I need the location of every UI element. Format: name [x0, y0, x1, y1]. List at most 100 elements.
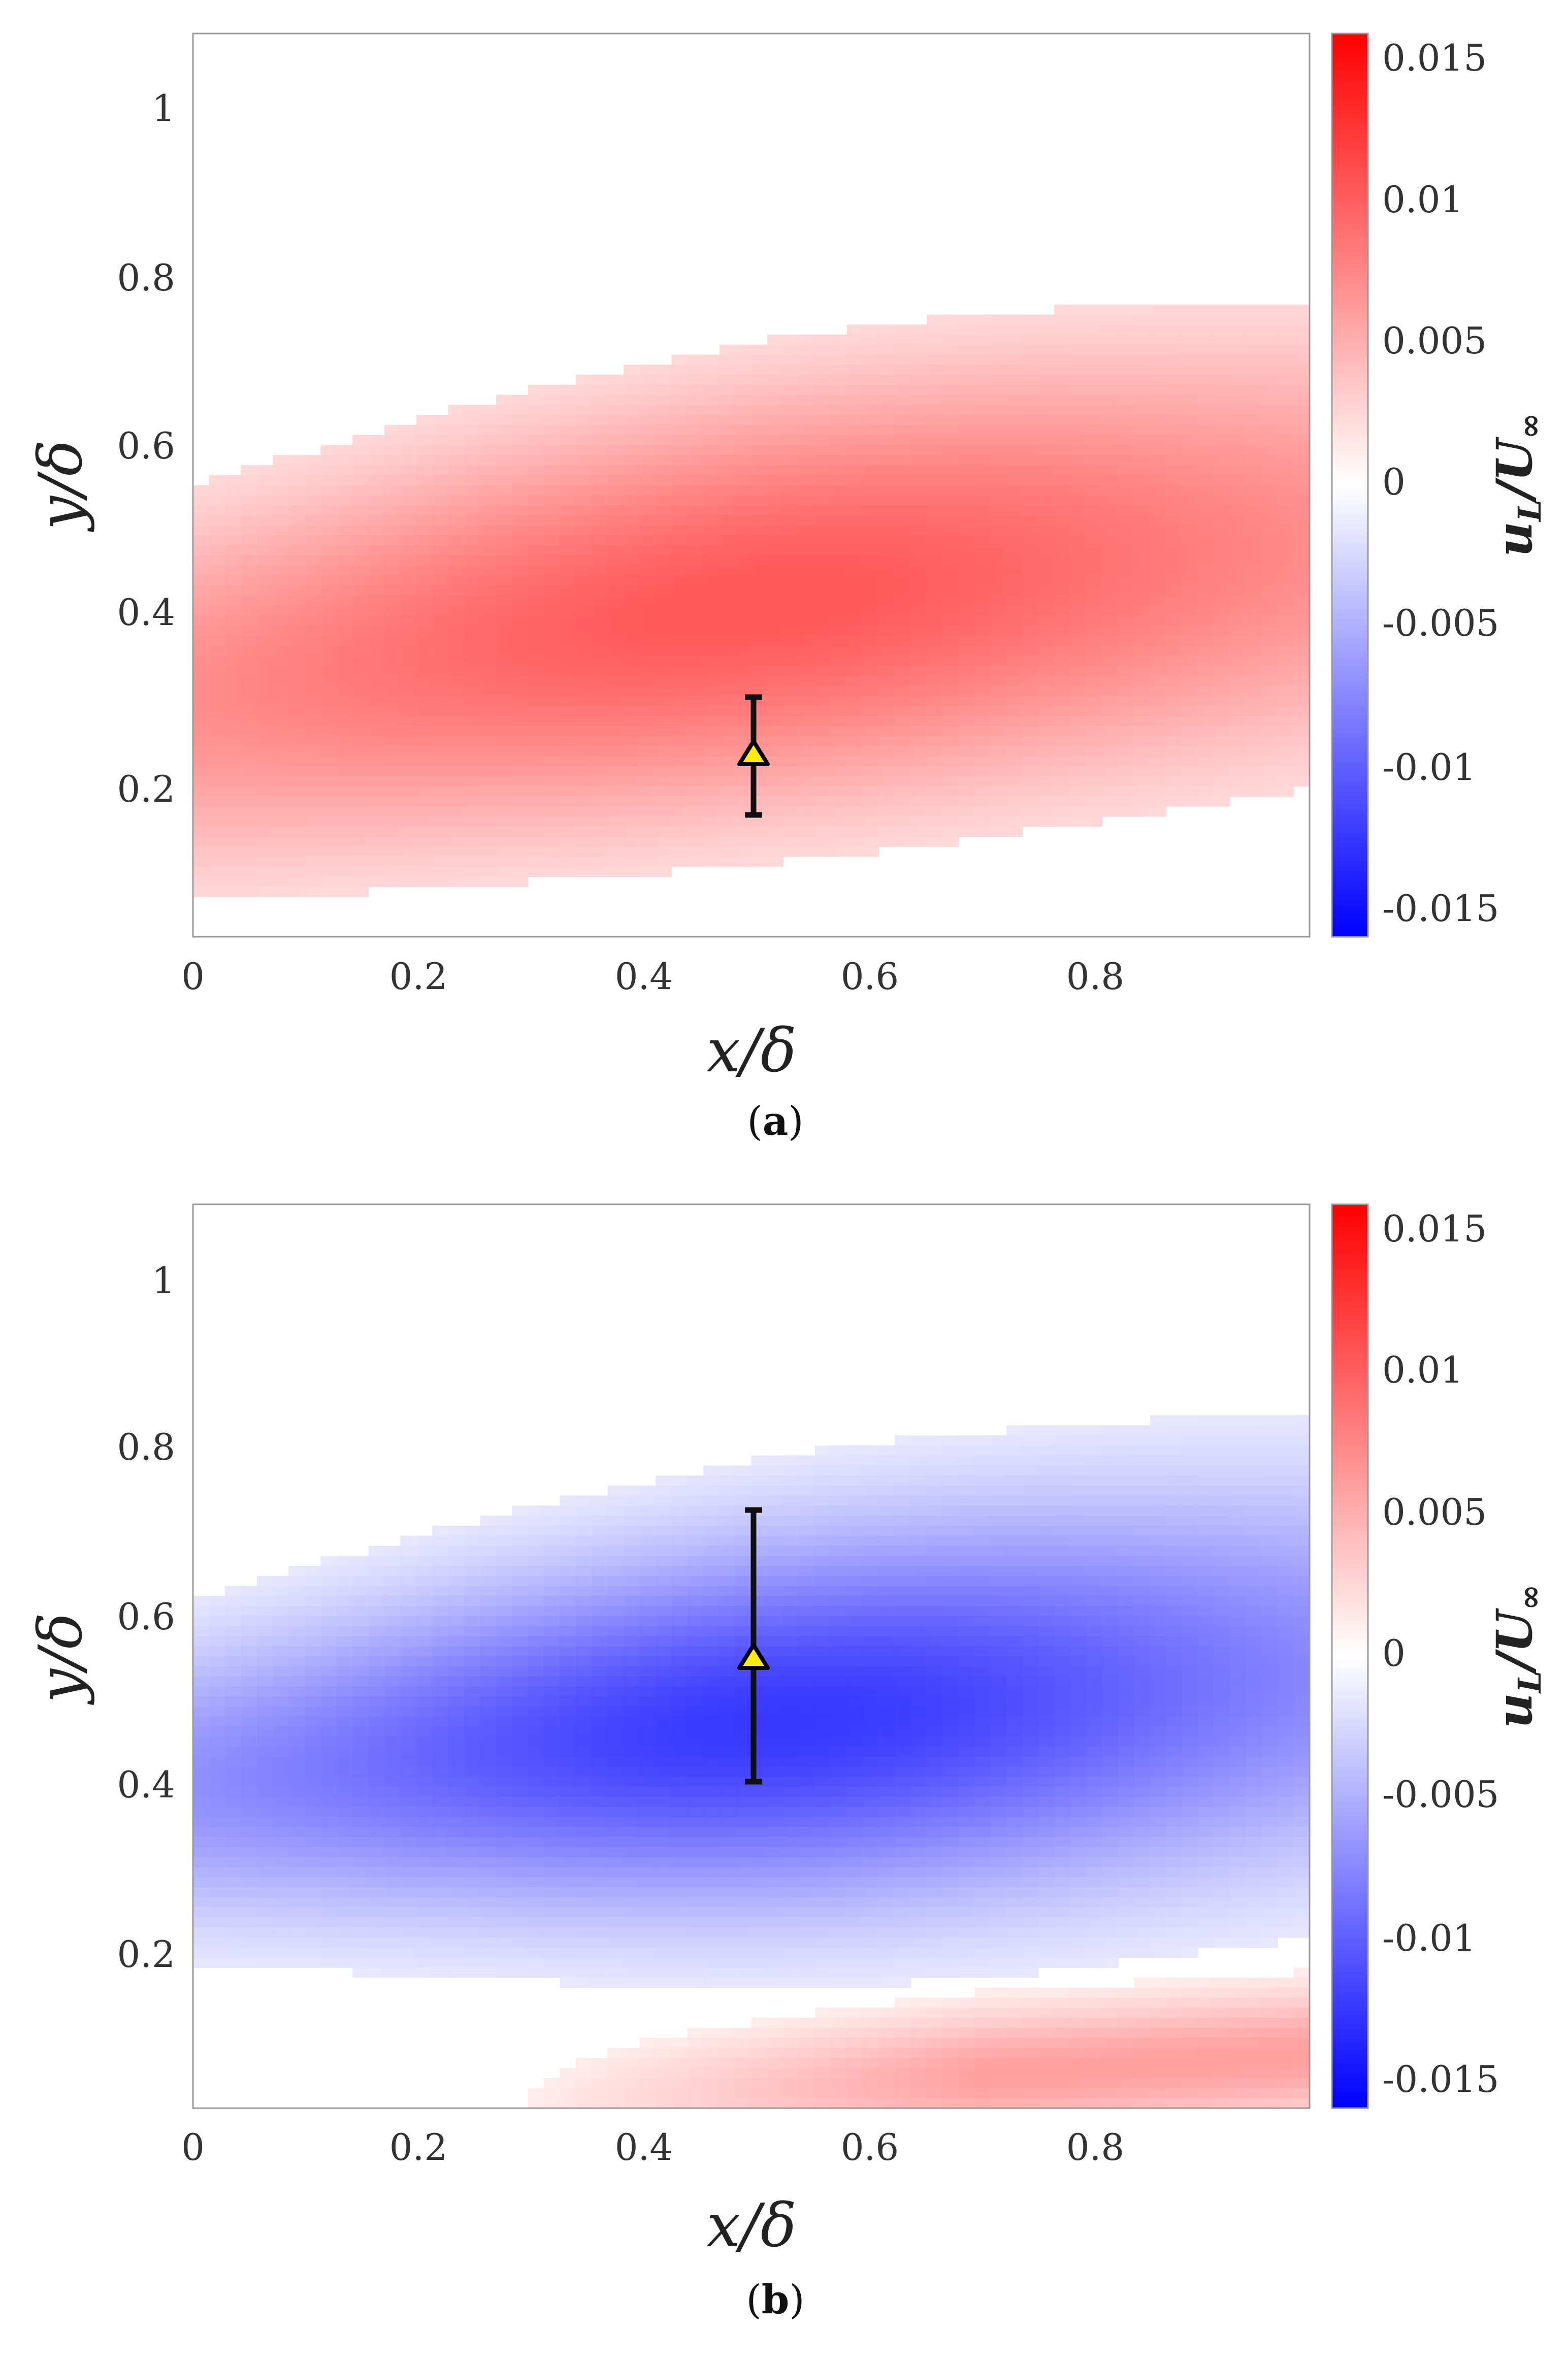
heatmap-cell: [256, 786, 273, 797]
heatmap-cell: [1246, 395, 1262, 406]
heatmap-cell: [464, 1817, 481, 1828]
heatmap-cell: [464, 585, 481, 596]
heatmap-cell: [1293, 335, 1310, 345]
heatmap-cell: [273, 1586, 289, 1597]
heatmap-cell: [1198, 626, 1215, 636]
heatmap-cell: [288, 1796, 305, 1808]
heatmap-cell: [288, 1626, 305, 1637]
heatmap-cell: [224, 726, 242, 737]
heatmap-cell: [815, 746, 832, 757]
heatmap-cell: [320, 716, 337, 727]
heatmap-cell: [927, 696, 943, 707]
heatmap-cell: [384, 1636, 401, 1647]
heatmap-cell: [496, 1837, 513, 1848]
heatmap-cell: [639, 626, 656, 636]
heatmap-cell: [352, 1837, 369, 1848]
heatmap-cell: [1229, 455, 1247, 466]
heatmap-cell: [815, 806, 832, 817]
heatmap-cell: [687, 1887, 704, 1898]
heatmap-cell: [512, 645, 529, 657]
heatmap-cell: [910, 375, 927, 385]
heatmap-cell: [990, 685, 1007, 697]
heatmap-cell: [910, 645, 927, 657]
heatmap-cell: [783, 826, 800, 837]
heatmap-cell: [815, 445, 832, 455]
heatmap-cell: [400, 555, 417, 566]
heatmap-cell: [224, 1777, 242, 1787]
heatmap-cell: [735, 495, 752, 506]
heatmap-cell: [831, 505, 847, 516]
heatmap-cell: [592, 1977, 608, 1988]
heatmap-cell: [1102, 515, 1119, 526]
heatmap-cell: [224, 866, 242, 877]
heatmap-cell: [528, 676, 544, 686]
heatmap-cell: [878, 636, 896, 646]
heatmap-cell: [671, 475, 688, 486]
heatmap-cell: [352, 846, 369, 857]
heatmap-cell: [671, 786, 688, 797]
heatmap-cell: [193, 1777, 210, 1787]
heatmap-cell: [1261, 595, 1278, 606]
heatmap-cell: [815, 615, 832, 627]
heatmap-cell: [1118, 756, 1135, 767]
heatmap-cell: [448, 1857, 465, 1868]
heatmap-cell: [241, 465, 257, 476]
heatmap-cell: [687, 1535, 704, 1547]
heatmap-cell: [607, 2098, 624, 2109]
heatmap-cell: [607, 1897, 624, 1908]
heatmap-cell: [639, 1796, 656, 1808]
heatmap-cell: [656, 1736, 672, 1747]
heatmap-cell: [1134, 535, 1151, 546]
heatmap-cell: [687, 1857, 704, 1868]
heatmap-cell: [990, 786, 1007, 797]
heatmap-cell: [496, 395, 513, 406]
heatmap-cell: [1293, 384, 1310, 396]
heatmap-cell: [1070, 796, 1087, 807]
heatmap-cell: [209, 706, 225, 716]
heatmap-cell: [895, 505, 911, 516]
heatmap-cell: [767, 465, 784, 476]
heatmap-cell: [416, 856, 433, 867]
heatmap-cell: [735, 395, 752, 406]
heatmap-cell: [416, 585, 433, 596]
heatmap-cell: [639, 1676, 656, 1687]
heatmap-cell: [560, 1777, 576, 1787]
heatmap-cell: [416, 515, 433, 526]
heatmap-cell: [448, 746, 465, 757]
heatmap-cell: [400, 445, 417, 455]
heatmap-cell: [927, 826, 943, 837]
heatmap-cell: [958, 354, 975, 366]
heatmap-cell: [400, 836, 417, 847]
heatmap-cell: [624, 1505, 640, 1516]
heatmap-cell: [1246, 716, 1262, 727]
heatmap-cell: [352, 1796, 369, 1808]
heatmap-cell: [352, 636, 369, 646]
heatmap-cell: [575, 685, 593, 697]
heatmap-cell: [496, 726, 513, 737]
heatmap-cell: [224, 1807, 242, 1818]
heatmap-cell: [256, 846, 273, 857]
heatmap-cell: [416, 706, 433, 716]
heatmap-cell: [320, 1736, 337, 1747]
heatmap-cell: [193, 525, 210, 536]
heatmap-cell: [624, 1606, 640, 1617]
heatmap-cell: [783, 736, 800, 747]
heatmap-cell: [1150, 696, 1167, 707]
heatmap-cell: [241, 605, 257, 616]
heatmap-cell: [671, 1706, 688, 1717]
heatmap-cell: [432, 1837, 449, 1848]
heatmap-cell: [799, 806, 815, 817]
heatmap-cell: [1150, 605, 1167, 616]
heatmap-cell: [639, 1947, 656, 1958]
heatmap-cell: [927, 766, 943, 777]
heatmap-cell: [1070, 816, 1087, 827]
heatmap-cell: [1118, 776, 1135, 787]
heatmap-cell: [400, 525, 417, 536]
heatmap-cell: [336, 1957, 353, 1968]
heatmap-cell: [512, 1957, 529, 1968]
heatmap-cell: [496, 1716, 513, 1727]
heatmap-cell: [958, 485, 975, 496]
heatmap-cell: [464, 786, 481, 797]
heatmap-cell: [592, 495, 608, 506]
heatmap-cell: [496, 846, 513, 857]
